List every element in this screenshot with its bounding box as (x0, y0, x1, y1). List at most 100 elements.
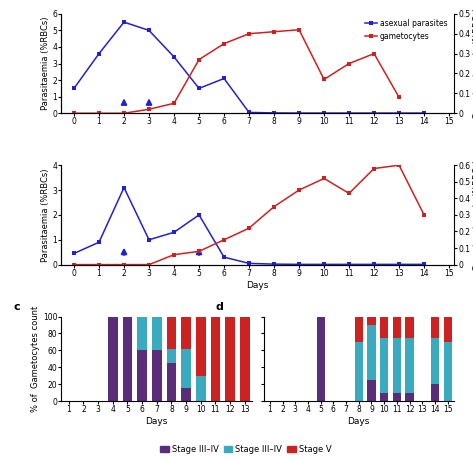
Bar (368, 325, 376, 380)
asexual parasites (246, 110, 252, 115)
asexual parasites (371, 110, 377, 116)
Bar (368, 380, 376, 401)
Bar (181, 317, 191, 349)
gametocytes (421, 212, 427, 218)
Legend: asexual parasites, gametocytes: asexual parasites, gametocytes (362, 16, 450, 44)
Y-axis label: Parasitaemia (%RBCs): Parasitaemia (%RBCs) (41, 168, 50, 262)
asexual parasites (171, 230, 177, 235)
Y-axis label: Parasitaemia (%RBCs): Parasitaemia (%RBCs) (41, 17, 50, 110)
Legend: Stage III–IV, Stage III–IV, Stage V: Stage III–IV, Stage III–IV, Stage V (157, 441, 335, 457)
Line: gametocytes: gametocytes (72, 163, 426, 267)
Text: d: d (216, 302, 224, 313)
gametocytes (196, 57, 202, 62)
gametocytes (271, 204, 277, 209)
asexual parasites (421, 110, 427, 116)
Bar (393, 338, 401, 393)
asexual parasites (196, 212, 202, 218)
Line: gametocytes: gametocytes (72, 28, 401, 115)
asexual parasites (296, 261, 302, 267)
gametocytes (346, 61, 352, 66)
asexual parasites (246, 260, 252, 266)
gametocytes (221, 237, 227, 242)
Bar (393, 317, 401, 338)
Y-axis label: % of  Gametocytes count: % of Gametocytes count (31, 306, 40, 412)
gametocytes (371, 51, 377, 56)
gametocytes (396, 95, 402, 100)
asexual parasites (346, 261, 352, 267)
asexual parasites (146, 237, 152, 242)
gametocytes (296, 27, 302, 33)
gametocytes (171, 252, 177, 257)
Bar (393, 393, 401, 401)
Bar (137, 350, 147, 401)
asexual parasites (121, 19, 127, 25)
asexual parasites (371, 261, 377, 267)
Bar (108, 317, 118, 401)
Bar (137, 317, 147, 350)
Bar (431, 384, 439, 401)
gametocytes (296, 187, 302, 193)
Bar (181, 349, 191, 389)
asexual parasites (146, 28, 152, 33)
gametocytes (346, 190, 352, 196)
gametocytes (221, 41, 227, 47)
Bar (405, 338, 414, 393)
Bar (380, 393, 388, 401)
Text: c: c (14, 302, 20, 313)
X-axis label: Days: Days (348, 417, 370, 426)
gametocytes (96, 111, 102, 116)
Bar (166, 317, 176, 349)
asexual parasites (321, 261, 327, 267)
asexual parasites (321, 110, 327, 116)
Line: asexual parasites: asexual parasites (72, 185, 426, 266)
Bar (123, 317, 132, 401)
gametocytes (371, 166, 377, 171)
asexual parasites (71, 86, 77, 91)
Bar (405, 317, 414, 338)
gametocytes (321, 176, 327, 181)
Bar (431, 338, 439, 384)
Bar (166, 349, 176, 363)
Bar (316, 317, 325, 401)
Line: asexual parasites: asexual parasites (72, 20, 426, 115)
Bar (166, 363, 176, 401)
Bar (444, 317, 452, 342)
Bar (181, 389, 191, 401)
asexual parasites (421, 261, 427, 267)
asexual parasites (121, 185, 127, 190)
gametocytes (121, 111, 127, 116)
gametocytes (196, 248, 202, 254)
asexual parasites (96, 239, 102, 245)
gametocytes (96, 262, 102, 267)
Bar (355, 317, 363, 342)
Bar (225, 317, 235, 401)
asexual parasites (271, 110, 277, 116)
Bar (380, 317, 388, 338)
X-axis label: Days: Days (246, 281, 269, 290)
gametocytes (321, 77, 327, 82)
asexual parasites (71, 251, 77, 256)
X-axis label: Days: Days (146, 417, 168, 426)
Bar (196, 376, 206, 401)
Bar (210, 317, 220, 401)
asexual parasites (271, 261, 277, 267)
gametocytes (246, 225, 252, 231)
gametocytes (171, 100, 177, 106)
gametocytes (146, 262, 152, 267)
Bar (431, 317, 439, 338)
Bar (196, 317, 206, 376)
Bar (152, 317, 162, 350)
gametocytes (396, 162, 402, 168)
asexual parasites (296, 110, 302, 116)
Bar (355, 342, 363, 401)
gametocytes (121, 262, 127, 267)
asexual parasites (221, 254, 227, 260)
Bar (380, 338, 388, 393)
Bar (368, 317, 376, 325)
asexual parasites (221, 76, 227, 81)
asexual parasites (196, 86, 202, 91)
asexual parasites (96, 51, 102, 56)
gametocytes (146, 106, 152, 112)
asexual parasites (171, 54, 177, 59)
asexual parasites (396, 110, 402, 116)
